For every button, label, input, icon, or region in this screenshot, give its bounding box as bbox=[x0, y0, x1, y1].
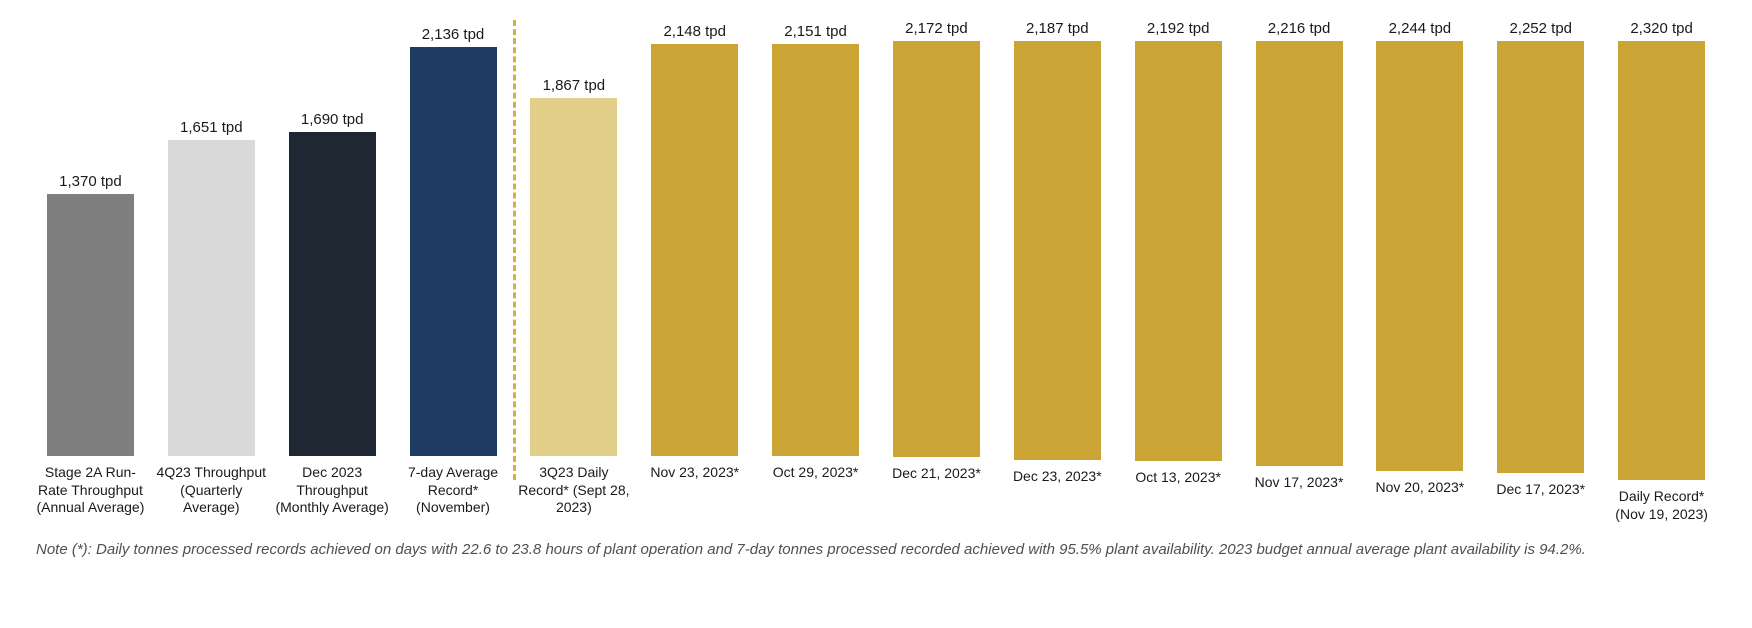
bar-value-label: 2,136 tpd bbox=[422, 26, 485, 43]
bar-slot: 1,867 tpd 3Q23 Daily Record* (Sept 28, 20… bbox=[513, 20, 634, 540]
bar bbox=[47, 194, 134, 457]
bar-top: 1,690 tpd bbox=[272, 20, 393, 456]
bar-value-label: 2,216 tpd bbox=[1268, 20, 1331, 37]
plot-area: 1,370 tpd Stage 2A Run-Rate Throughput (A… bbox=[30, 20, 1722, 540]
bar-top: 2,187 tpd bbox=[997, 20, 1118, 460]
bar-top: 2,192 tpd bbox=[1118, 20, 1239, 461]
chart-footnote: Note (*): Daily tonnes processed records… bbox=[30, 540, 1722, 570]
bar-category-label: 3Q23 Daily Record* (Sept 28, 2023) bbox=[513, 464, 634, 540]
bar-category-label: Nov 17, 2023* bbox=[1253, 474, 1346, 540]
bar-category-label: Oct 29, 2023* bbox=[771, 464, 861, 540]
throughput-bar-chart: 1,370 tpd Stage 2A Run-Rate Throughput (A… bbox=[0, 0, 1752, 628]
bar bbox=[289, 132, 376, 456]
bar-category-label: Oct 13, 2023* bbox=[1133, 469, 1223, 540]
bar-slot: 2,148 tpd Nov 23, 2023* bbox=[634, 20, 755, 540]
bar bbox=[168, 140, 255, 456]
bar-category-label: Stage 2A Run-Rate Throughput (Annual Ave… bbox=[30, 464, 151, 540]
bar-category-label: 4Q23 Throughput (Quarterly Average) bbox=[151, 464, 272, 540]
bar-value-label: 2,252 tpd bbox=[1509, 20, 1572, 37]
bar-slot: 2,320 tpd Daily Record* (Nov 19, 2023) bbox=[1601, 20, 1722, 540]
bar-value-label: 1,651 tpd bbox=[180, 119, 243, 136]
bar-top: 2,136 tpd bbox=[393, 20, 514, 456]
bar bbox=[410, 47, 497, 456]
bar-slot: 1,370 tpd Stage 2A Run-Rate Throughput (A… bbox=[30, 20, 151, 540]
bar-category-label: Dec 23, 2023* bbox=[1011, 468, 1104, 540]
bar-value-label: 1,867 tpd bbox=[543, 77, 606, 94]
bar-value-label: 2,148 tpd bbox=[663, 23, 726, 40]
bar bbox=[1135, 41, 1222, 461]
bar-category-label: Dec 2023 Throughput (Monthly Average) bbox=[272, 464, 393, 540]
bar bbox=[530, 98, 617, 456]
bar-value-label: 2,151 tpd bbox=[784, 23, 847, 40]
section-divider bbox=[513, 20, 516, 480]
bar-slot: 2,192 tpd Oct 13, 2023* bbox=[1118, 20, 1239, 540]
bar bbox=[1376, 41, 1463, 471]
bar-top: 2,172 tpd bbox=[876, 20, 997, 457]
bar-slot: 2,187 tpd Dec 23, 2023* bbox=[997, 20, 1118, 540]
bar-top: 2,244 tpd bbox=[1359, 20, 1480, 471]
bar-slot: 2,172 tpd Dec 21, 2023* bbox=[876, 20, 997, 540]
bar-category-label: Nov 23, 2023* bbox=[648, 464, 741, 540]
bar-slot: 2,216 tpd Nov 17, 2023* bbox=[1239, 20, 1360, 540]
bar-category-label: Dec 21, 2023* bbox=[890, 465, 983, 540]
bar-value-label: 2,320 tpd bbox=[1630, 20, 1693, 37]
bar-top: 1,370 tpd bbox=[30, 20, 151, 456]
bar-top: 1,651 tpd bbox=[151, 20, 272, 456]
bar-top: 1,867 tpd bbox=[513, 20, 634, 456]
bar bbox=[893, 41, 980, 457]
bar-top: 2,151 tpd bbox=[755, 20, 876, 456]
bar-value-label: 1,370 tpd bbox=[59, 173, 122, 190]
bar bbox=[1497, 41, 1584, 473]
bar-top: 2,252 tpd bbox=[1480, 20, 1601, 473]
bar bbox=[1256, 41, 1343, 466]
bar bbox=[772, 44, 859, 456]
bar-slot: 2,252 tpd Dec 17, 2023* bbox=[1480, 20, 1601, 540]
bar-category-label: Daily Record* (Nov 19, 2023) bbox=[1601, 488, 1722, 540]
bar-slot: 2,244 tpd Nov 20, 2023* bbox=[1359, 20, 1480, 540]
bar-value-label: 2,172 tpd bbox=[905, 20, 968, 37]
bar-value-label: 1,690 tpd bbox=[301, 111, 364, 128]
bar-top: 2,320 tpd bbox=[1601, 20, 1722, 480]
bar-slot: 1,651 tpd 4Q23 Throughput (Quarterly Aver… bbox=[151, 20, 272, 540]
bar-value-label: 2,187 tpd bbox=[1026, 20, 1089, 37]
bar bbox=[651, 44, 738, 456]
bar bbox=[1618, 41, 1705, 480]
bar bbox=[1014, 41, 1101, 460]
bar-value-label: 2,192 tpd bbox=[1147, 20, 1210, 37]
bar-top: 2,148 tpd bbox=[634, 20, 755, 456]
bar-slot: 2,136 tpd 7-day Average Record* (November… bbox=[393, 20, 514, 540]
bar-slot: 1,690 tpd Dec 2023 Throughput (Monthly Av… bbox=[272, 20, 393, 540]
bar-top: 2,216 tpd bbox=[1239, 20, 1360, 466]
bar-value-label: 2,244 tpd bbox=[1389, 20, 1452, 37]
bar-category-label: Dec 17, 2023* bbox=[1494, 481, 1587, 540]
bars-row: 1,370 tpd Stage 2A Run-Rate Throughput (A… bbox=[30, 20, 1722, 540]
bar-slot: 2,151 tpd Oct 29, 2023* bbox=[755, 20, 876, 540]
bar-category-label: Nov 20, 2023* bbox=[1374, 479, 1467, 540]
bar-category-label: 7-day Average Record* (November) bbox=[393, 464, 514, 540]
